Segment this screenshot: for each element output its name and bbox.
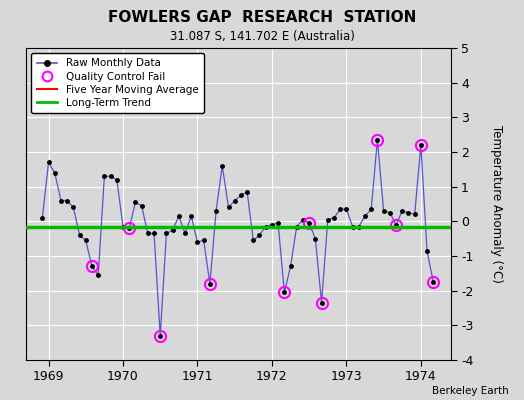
Text: 31.087 S, 141.702 E (Australia): 31.087 S, 141.702 E (Australia) (170, 30, 354, 43)
Y-axis label: Temperature Anomaly (°C): Temperature Anomaly (°C) (490, 125, 503, 283)
Text: FOWLERS GAP  RESEARCH  STATION: FOWLERS GAP RESEARCH STATION (108, 10, 416, 25)
Legend: Raw Monthly Data, Quality Control Fail, Five Year Moving Average, Long-Term Tren: Raw Monthly Data, Quality Control Fail, … (31, 53, 204, 113)
Text: Berkeley Earth: Berkeley Earth (432, 386, 508, 396)
